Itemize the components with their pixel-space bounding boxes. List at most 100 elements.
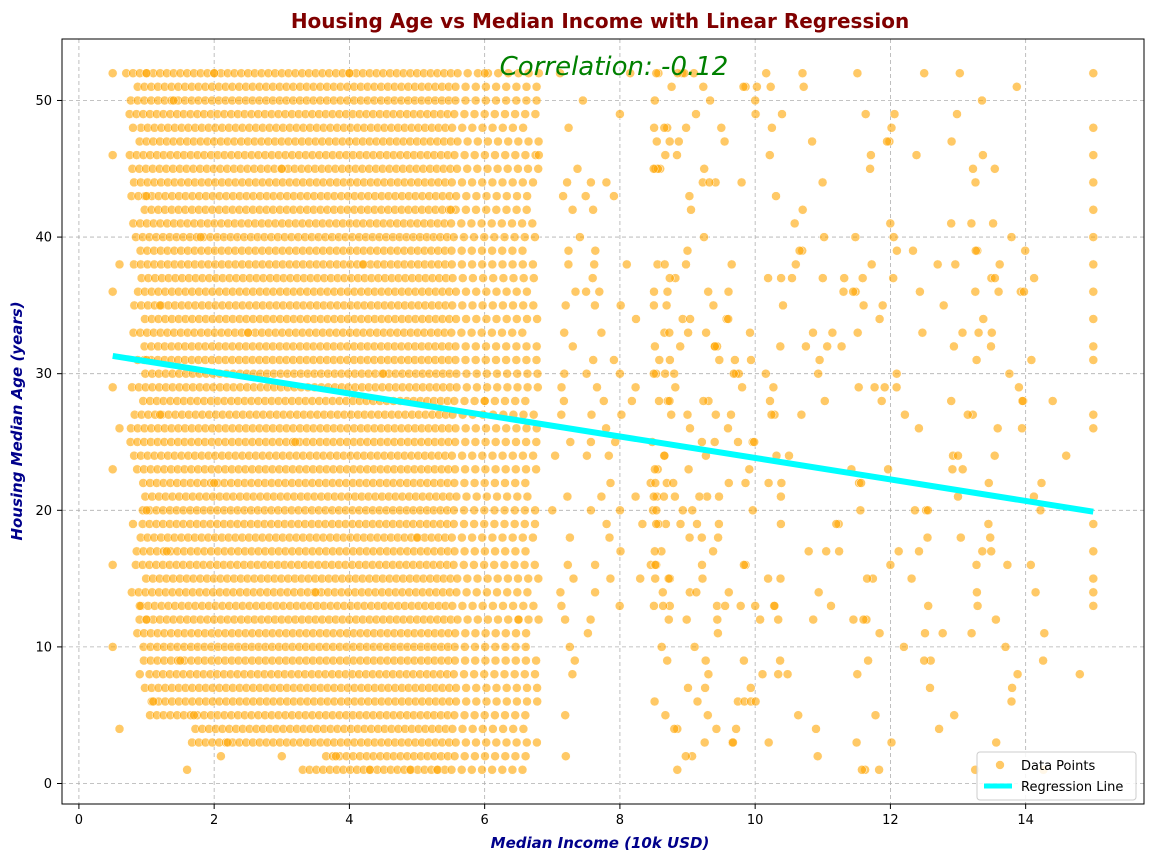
data-point [874, 314, 885, 324]
data-point [498, 273, 509, 283]
data-point [991, 737, 1001, 748]
data-point [556, 382, 567, 393]
data-point [508, 273, 519, 283]
data-point [990, 273, 1000, 283]
correlation-annotation: Correlation: -0.12 [500, 52, 729, 82]
data-point [508, 724, 518, 734]
data-point [697, 560, 707, 570]
data-point [471, 423, 481, 434]
data-point [857, 765, 867, 775]
data-point [461, 696, 471, 707]
data-point [776, 273, 786, 283]
data-point [518, 724, 529, 734]
data-point [447, 601, 458, 611]
data-point [501, 314, 512, 324]
data-point [818, 273, 828, 283]
data-point [782, 669, 793, 679]
data-point [520, 478, 531, 488]
data-point [488, 724, 498, 734]
y-tick-label: 20 [35, 504, 52, 519]
data-point [502, 191, 512, 201]
data-point [457, 123, 467, 133]
data-point [698, 82, 709, 92]
data-point [858, 614, 869, 625]
data-point [522, 696, 532, 707]
data-point [467, 123, 478, 133]
data-point [581, 368, 592, 379]
data-point [992, 423, 1003, 434]
data-point [1012, 82, 1022, 92]
data-point [456, 245, 467, 256]
data-point [689, 68, 699, 78]
data-point [750, 109, 761, 119]
data-point [520, 751, 531, 761]
data-point [462, 382, 472, 393]
data-point [502, 696, 512, 707]
data-point [520, 546, 531, 557]
data-point [487, 123, 498, 133]
data-point [277, 164, 287, 174]
data-point [482, 164, 493, 174]
data-point [599, 396, 609, 406]
data-point [488, 300, 498, 311]
data-point [1002, 560, 1013, 570]
data-point [808, 327, 818, 338]
data-point [970, 286, 981, 297]
data-point [461, 205, 471, 215]
data-point [567, 669, 578, 679]
data-point [497, 327, 507, 338]
data-point [563, 245, 574, 256]
data-point [776, 491, 786, 502]
data-point [703, 669, 714, 679]
data-point [507, 218, 517, 229]
data-point [749, 437, 759, 447]
data-point [532, 696, 542, 707]
data-point [447, 532, 457, 543]
data-point [724, 587, 734, 598]
data-point [482, 587, 492, 598]
data-point [955, 68, 965, 78]
data-point [794, 245, 805, 256]
data-point [531, 95, 542, 106]
data-point [885, 560, 896, 570]
data-point [664, 327, 675, 338]
data-point [692, 696, 703, 707]
data-point [763, 478, 774, 488]
data-point [481, 341, 491, 352]
data-point [699, 737, 710, 748]
data-point [1088, 68, 1099, 78]
data-point [513, 614, 524, 625]
data-point [1004, 368, 1015, 379]
data-point [797, 205, 808, 215]
data-point [523, 136, 534, 147]
data-point [446, 218, 456, 229]
data-point [310, 587, 321, 598]
data-point [922, 532, 933, 543]
data-point [650, 95, 660, 106]
data-point [565, 532, 575, 543]
data-point [528, 177, 538, 188]
data-point [808, 614, 818, 625]
data-point [622, 259, 632, 270]
data-point [481, 355, 491, 365]
data-point [412, 532, 422, 543]
data-point [650, 478, 661, 488]
data-point [517, 218, 527, 229]
data-point [627, 396, 637, 406]
data-point [491, 314, 502, 324]
data-point [497, 450, 508, 461]
data-point [490, 655, 501, 666]
data-point [460, 464, 470, 475]
data-point [107, 464, 118, 475]
data-point [522, 382, 533, 393]
data-point [500, 478, 510, 488]
data-point [491, 696, 502, 707]
data-point [523, 68, 534, 78]
data-point [923, 505, 933, 516]
data-point [649, 491, 659, 502]
data-point [711, 724, 722, 734]
data-point [451, 491, 462, 502]
data-point [605, 478, 616, 488]
data-point [460, 642, 470, 652]
data-point [511, 95, 522, 106]
